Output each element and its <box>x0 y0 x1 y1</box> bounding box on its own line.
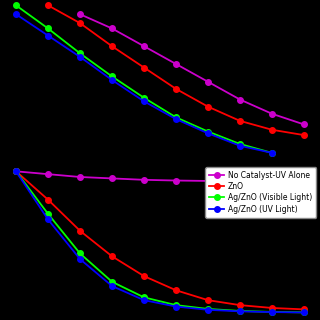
Legend: No Catalyst-UV Alone, ZnO, Ag/ZnO (Visible Light), Ag/ZnO (UV Light): No Catalyst-UV Alone, ZnO, Ag/ZnO (Visib… <box>205 167 316 218</box>
